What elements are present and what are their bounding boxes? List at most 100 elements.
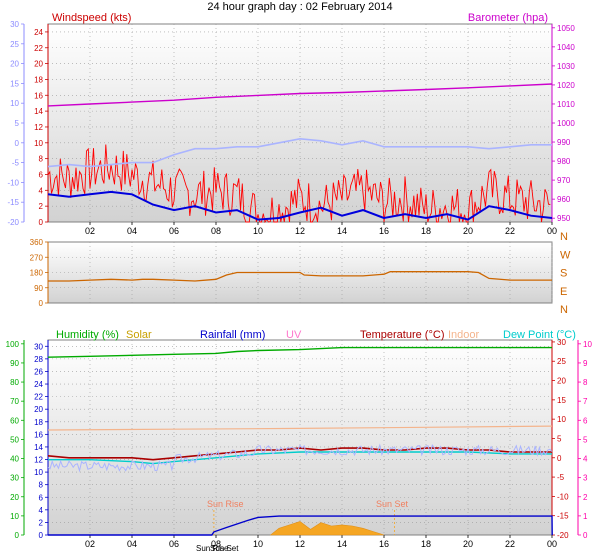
- barometer-axis-tick-label: 1020: [557, 81, 575, 90]
- uv-axis-tick-label: 3: [583, 474, 588, 483]
- barometer-axis-tick-label: 990: [557, 138, 571, 147]
- windspeed-axis-tick-label: 6: [39, 170, 44, 179]
- wind-panel-x-tick-label: 14: [337, 226, 347, 236]
- windspeed-axis-tick-label: 14: [34, 107, 43, 116]
- windspeed-axis-tick-label: 8: [39, 155, 44, 164]
- windspeed-axis-tick-label: 20: [34, 60, 43, 69]
- barometer-axis-tick-label: 1030: [557, 62, 575, 71]
- barometer-axis-tick-label: 1050: [557, 24, 575, 33]
- humidity-axis-tick-label: 80: [10, 378, 19, 387]
- windspeed-axis-tick-label: 4: [39, 186, 44, 195]
- temperature-axis-tick-label: 25: [557, 357, 566, 366]
- outer-temp-axis-tick-label: 30: [10, 20, 19, 29]
- barometer-axis-tick-label: 1040: [557, 43, 575, 52]
- humidity-axis-tick-label: 30: [10, 474, 19, 483]
- windspeed-axis-tick-label: 18: [34, 75, 43, 84]
- outer-temp-axis-tick-label: -15: [7, 198, 19, 207]
- legend-0: Humidity (%): [56, 329, 119, 341]
- outer-temp-axis-tick-label: 25: [10, 40, 19, 49]
- sunrise-label: Sun Rise: [207, 499, 244, 509]
- legend-3: UV: [286, 329, 302, 341]
- outer-temp-axis-tick-label: 10: [10, 99, 19, 108]
- windspeed-axis-tick-label: 16: [34, 91, 43, 100]
- humidity-axis-tick-label: 40: [10, 455, 19, 464]
- wind-panel-x-tick-label: 20: [463, 226, 473, 236]
- temperature-axis-tick-label: 5: [557, 434, 562, 443]
- wind-panel-x-tick-label: 06: [169, 226, 179, 236]
- uv-axis-tick-label: 9: [583, 359, 588, 368]
- legend-4: Temperature (°C): [360, 329, 444, 341]
- rainfall-axis-tick-label: 6: [39, 493, 44, 502]
- legend-6: Dew Point (°C): [503, 329, 576, 341]
- outer-temp-axis-tick-label: 15: [10, 79, 19, 88]
- wind-panel-x-tick-label: 10: [253, 226, 263, 236]
- compass-label: S: [560, 268, 567, 280]
- wind-panel-x-tick-label: 18: [421, 226, 431, 236]
- rainfall-axis-tick-label: 16: [34, 430, 43, 439]
- rainfall-series-line: [48, 515, 553, 536]
- wind-panel-x-tick-label: 16: [379, 226, 389, 236]
- indoor-series-line: [47, 425, 553, 431]
- rainfall-axis-tick-label: 0: [39, 531, 44, 540]
- thermo-panel-x-tick-label: 08: [211, 539, 221, 549]
- rainfall-axis-tick-label: 10: [34, 468, 43, 477]
- outer-temp-axis-tick-label: 0: [15, 139, 20, 148]
- outer-temp-series-line: [47, 137, 552, 168]
- rainfall-axis-tick-label: 28: [34, 355, 43, 364]
- rainfall-axis-tick-label: 24: [34, 380, 43, 389]
- direction-axis-tick-label: 180: [30, 269, 44, 278]
- temperature-axis-tick-label: 20: [557, 377, 566, 386]
- uv-axis-tick-label: 4: [583, 455, 588, 464]
- outer-temp-axis-tick-label: -5: [12, 159, 20, 168]
- thermo-panel-x-tick-label: 18: [421, 539, 431, 549]
- uv-axis-tick-label: 10: [583, 340, 592, 349]
- thermo-panel-plot-area: [47, 339, 553, 536]
- wind-average-series-line: [47, 190, 553, 221]
- windspeed-axis-tick-label: 12: [34, 123, 43, 132]
- uv-axis-tick-label: 5: [583, 435, 588, 444]
- thermo-panel-x-tick-label: 20: [463, 539, 473, 549]
- wind-panel-x-tick-label: 00: [547, 226, 557, 236]
- outer-temp-axis-tick-label: 20: [10, 60, 19, 69]
- sunrise-axis-label: Sun Rise: [196, 544, 229, 553]
- windspeed-axis-tick-label: 0: [39, 218, 44, 227]
- direction-axis-tick-label: 0: [39, 299, 44, 308]
- humidity-axis-tick-label: 10: [10, 512, 19, 521]
- barometer-axis-tick-label: 950: [557, 214, 571, 223]
- humidity-axis-tick-label: 0: [15, 531, 20, 540]
- barometer-axis-tick-label: 1010: [557, 100, 575, 109]
- barometer-axis-tick-label: 1000: [557, 119, 575, 128]
- direction-axis-tick-label: 360: [30, 238, 44, 247]
- compass-label: E: [560, 286, 567, 298]
- wind-panel-x-tick-label: 02: [85, 226, 95, 236]
- barometer-series-line: [47, 83, 553, 107]
- uv-axis-tick-label: 2: [583, 493, 588, 502]
- thermo-panel-x-tick-label: 14: [337, 539, 347, 549]
- temperature-axis-tick-label: -15: [557, 512, 569, 521]
- sunset-axis-label: Sun Set: [210, 544, 239, 553]
- thermo-panel-x-tick-label: 12: [295, 539, 305, 549]
- dew-point-series-line: [48, 451, 552, 465]
- wind-direction-series-line: [48, 271, 552, 282]
- outer-temp-axis-tick-label: -10: [7, 178, 19, 187]
- windspeed-axis-tick-label: 22: [34, 44, 43, 53]
- windspeed-axis-tick-label: 24: [34, 28, 43, 37]
- thermo-panel-x-tick-label: 22: [505, 539, 515, 549]
- uv-axis-tick-label: 7: [583, 397, 588, 406]
- temperature-axis-tick-label: -10: [557, 492, 569, 501]
- windspeed-axis-title: Windspeed (kts): [52, 12, 131, 24]
- temperature-axis-tick-label: 30: [557, 338, 566, 347]
- compass-label: W: [560, 249, 571, 261]
- temperature-axis-tick-label: 15: [557, 396, 566, 405]
- uv-axis-tick-label: 0: [583, 531, 588, 540]
- humidity-axis-tick-label: 50: [10, 435, 19, 444]
- humidity-axis-tick-label: 70: [10, 397, 19, 406]
- rainfall-axis-tick-label: 30: [34, 342, 43, 351]
- windspeed-axis-tick-label: 2: [39, 202, 44, 211]
- solar-area: [269, 521, 385, 536]
- outer-temp-axis-tick-label: -20: [7, 218, 19, 227]
- thermo-panel-x-tick-label: 10: [253, 539, 263, 549]
- rainfall-axis-tick-label: 14: [34, 443, 43, 452]
